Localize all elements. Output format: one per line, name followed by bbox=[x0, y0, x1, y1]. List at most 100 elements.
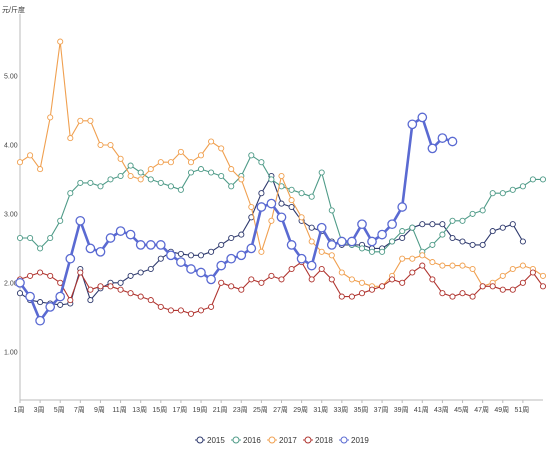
data-point-2015 bbox=[449, 234, 456, 242]
data-point-2016 bbox=[107, 176, 114, 183]
data-point-2016 bbox=[117, 172, 124, 180]
data-point-2015 bbox=[479, 241, 486, 248]
data-point-2019 bbox=[145, 240, 156, 250]
data-point-2018 bbox=[248, 276, 255, 283]
data-point-2018 bbox=[67, 297, 74, 304]
data-point-2018 bbox=[469, 293, 476, 300]
data-point-2018 bbox=[429, 276, 436, 283]
data-point-2019 bbox=[166, 250, 176, 261]
x-tick-label: 5周 bbox=[54, 406, 65, 414]
data-point-2017 bbox=[248, 203, 255, 211]
x-tick-label: 33周 bbox=[333, 406, 348, 414]
data-point-2016 bbox=[449, 217, 456, 224]
data-point-2016 bbox=[248, 152, 255, 159]
data-point-2017 bbox=[419, 252, 426, 259]
data-point-2016 bbox=[328, 207, 335, 214]
data-point-2016 bbox=[167, 183, 174, 190]
data-point-2016 bbox=[157, 179, 164, 186]
data-point-2018 bbox=[268, 272, 275, 279]
data-point-2015 bbox=[519, 238, 526, 245]
data-point-2016 bbox=[127, 162, 134, 169]
legend-item-2015: 2015 bbox=[195, 436, 225, 445]
x-tick-label: 35周 bbox=[354, 406, 369, 414]
data-point-2018 bbox=[509, 286, 516, 293]
data-point-2019 bbox=[196, 267, 206, 278]
data-point-2017 bbox=[147, 166, 154, 173]
legend-item-2016: 2016 bbox=[231, 436, 261, 445]
data-point-2017 bbox=[429, 259, 436, 266]
data-point-2017 bbox=[519, 262, 526, 269]
data-point-2018 bbox=[177, 307, 184, 314]
axes: 1.00 2.00 3.00 4.00 5.00 1周 3周 5周 7周 9周 11周 13周 15周 1… bbox=[4, 14, 543, 414]
data-point-2019 bbox=[45, 302, 56, 312]
y-tick-label: 1.00 bbox=[4, 349, 18, 356]
legend-label: 2019 bbox=[351, 436, 369, 445]
data-point-2018 bbox=[419, 262, 426, 269]
data-point-2015 bbox=[117, 279, 124, 286]
data-point-2018 bbox=[228, 283, 235, 290]
data-point-2016 bbox=[47, 234, 54, 242]
data-point-2015 bbox=[208, 248, 215, 255]
data-point-2015 bbox=[218, 241, 225, 248]
data-point-2018 bbox=[479, 283, 486, 290]
x-tick-label: 31周 bbox=[313, 406, 328, 414]
data-point-2015 bbox=[439, 221, 446, 228]
legend-marker bbox=[340, 436, 348, 444]
data-point-2019 bbox=[216, 260, 227, 271]
data-point-2017 bbox=[288, 197, 295, 204]
data-point-2018 bbox=[137, 293, 144, 300]
data-point-2016 bbox=[288, 186, 295, 193]
data-point-2017 bbox=[107, 141, 114, 149]
data-point-2017 bbox=[218, 145, 225, 152]
data-point-2015 bbox=[489, 228, 496, 235]
data-point-2019 bbox=[357, 219, 367, 230]
data-point-2016 bbox=[16, 234, 24, 242]
data-point-2018 bbox=[439, 290, 446, 297]
data-point-2019 bbox=[65, 253, 76, 264]
data-point-2019 bbox=[377, 229, 387, 240]
data-point-2016 bbox=[399, 228, 406, 235]
data-point-2015 bbox=[459, 238, 466, 245]
legend-marker bbox=[232, 436, 240, 444]
x-tick-label: 23周 bbox=[233, 406, 248, 414]
data-point-2018 bbox=[368, 286, 376, 293]
data-point-2019 bbox=[105, 233, 116, 243]
x-tick-label: 11周 bbox=[112, 406, 126, 414]
data-point-2017 bbox=[318, 248, 325, 255]
series-line-2019 bbox=[18, 116, 453, 323]
data-point-2015 bbox=[258, 190, 265, 197]
data-point-2018 bbox=[489, 283, 496, 290]
data-point-2016 bbox=[358, 245, 366, 252]
data-point-2019 bbox=[186, 264, 196, 274]
data-point-2016 bbox=[147, 176, 154, 183]
data-point-2018 bbox=[348, 293, 355, 300]
data-point-2017 bbox=[308, 238, 315, 245]
legend-item-2018: 2018 bbox=[303, 436, 333, 445]
legend-label: 2016 bbox=[243, 436, 261, 445]
data-point-2016 bbox=[459, 217, 466, 224]
data-point-2016 bbox=[258, 159, 265, 166]
series-2018 bbox=[16, 259, 547, 317]
data-point-2017 bbox=[298, 214, 305, 221]
data-point-2016 bbox=[499, 190, 506, 197]
data-point-2017 bbox=[177, 148, 184, 155]
data-point-2018 bbox=[107, 283, 114, 290]
data-point-2019 bbox=[115, 226, 126, 236]
data-point-2017 bbox=[348, 276, 355, 283]
data-point-2016 bbox=[87, 179, 94, 186]
data-point-2018 bbox=[77, 269, 84, 276]
data-point-2018 bbox=[218, 279, 225, 286]
data-point-2019 bbox=[407, 119, 418, 130]
data-point-2017 bbox=[258, 248, 265, 255]
x-tick-label: 13周 bbox=[132, 406, 147, 414]
x-tick-label: 45周 bbox=[454, 406, 469, 414]
data-point-2018 bbox=[328, 276, 335, 283]
y-tick-label: 3.00 bbox=[4, 211, 18, 218]
data-point-2015 bbox=[57, 301, 64, 308]
data-point-2017 bbox=[499, 272, 506, 279]
data-point-2019 bbox=[447, 136, 458, 147]
data-point-2019 bbox=[256, 202, 267, 212]
x-tick-label: 17周 bbox=[173, 406, 188, 414]
data-point-2016 bbox=[97, 183, 104, 190]
legend-marker bbox=[268, 436, 276, 444]
